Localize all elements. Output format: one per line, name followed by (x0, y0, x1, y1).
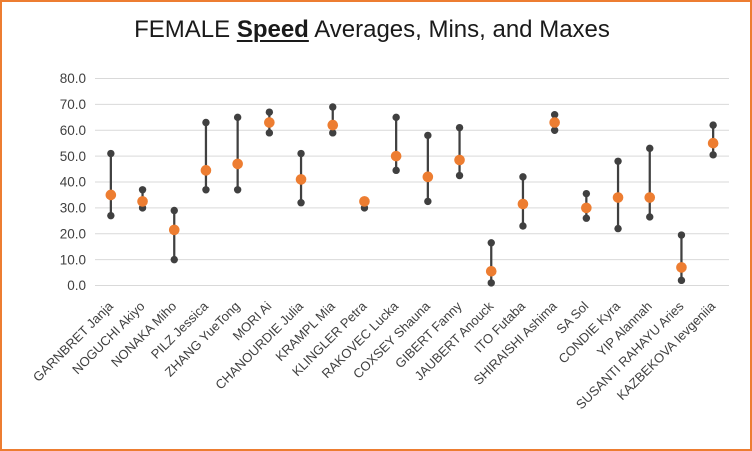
max-marker (487, 239, 495, 247)
y-axis-label: 10.0 (60, 252, 86, 267)
max-marker (202, 118, 210, 127)
y-axis-label: 80.0 (60, 71, 86, 86)
avg-marker (390, 150, 402, 162)
max-marker (297, 149, 305, 158)
min-marker (297, 199, 305, 207)
avg-marker (485, 265, 497, 277)
avg-marker (422, 171, 434, 183)
avg-marker (612, 192, 624, 203)
min-marker (646, 213, 654, 221)
min-marker (170, 255, 178, 264)
min-marker (424, 197, 432, 206)
max-marker (550, 111, 559, 119)
avg-marker (105, 189, 117, 201)
max-marker (677, 231, 686, 239)
avg-marker (676, 262, 687, 273)
min-marker (202, 186, 210, 194)
max-marker (424, 131, 432, 140)
chart-title: FEMALE Speed Averages, Mins, and Maxes (2, 16, 742, 44)
avg-marker (200, 165, 212, 176)
avg-marker (168, 224, 180, 236)
avg-marker (454, 154, 465, 166)
y-axis-label: 20.0 (60, 226, 86, 241)
max-marker (582, 189, 591, 198)
chart-title-suffix: Averages, Mins, and Maxes (308, 16, 610, 43)
chart-title-prefix: FEMALE (134, 16, 237, 43)
min-marker (519, 222, 527, 230)
y-axis-label: 40.0 (60, 175, 86, 190)
avg-marker (137, 196, 148, 207)
min-marker (265, 129, 274, 137)
min-marker (329, 129, 337, 137)
y-axis-label: 50.0 (60, 149, 86, 164)
min-marker (487, 279, 495, 287)
avg-marker (264, 117, 275, 128)
max-marker (265, 108, 274, 116)
max-marker (614, 157, 622, 165)
min-marker (677, 276, 686, 285)
min-marker (614, 224, 622, 233)
avg-marker (707, 137, 719, 149)
max-marker (329, 103, 337, 111)
max-marker (233, 113, 242, 122)
y-axis-label: 0.0 (67, 278, 86, 293)
min-marker (107, 211, 115, 220)
min-marker (582, 214, 591, 222)
max-marker (519, 173, 527, 181)
avg-marker (295, 174, 307, 185)
avg-marker (549, 117, 560, 128)
y-axis-label: 70.0 (60, 97, 86, 112)
avg-marker (644, 192, 656, 203)
avg-marker (581, 202, 592, 214)
min-marker (233, 186, 242, 194)
max-marker (392, 113, 400, 122)
y-axis-label: 60.0 (60, 123, 86, 138)
min-marker (709, 151, 717, 159)
min-marker (455, 171, 464, 180)
avg-marker (359, 196, 370, 207)
avg-marker (327, 119, 339, 131)
max-marker (455, 123, 464, 132)
min-marker (550, 126, 559, 134)
min-marker (392, 166, 400, 175)
max-marker (646, 144, 654, 153)
y-axis-label: 30.0 (60, 201, 86, 216)
max-marker (709, 121, 717, 129)
max-marker (138, 186, 147, 194)
avg-marker (517, 198, 529, 210)
max-marker (170, 206, 178, 215)
chart-title-emphasis: Speed (236, 16, 309, 43)
avg-marker (232, 158, 243, 170)
max-marker (107, 149, 115, 158)
